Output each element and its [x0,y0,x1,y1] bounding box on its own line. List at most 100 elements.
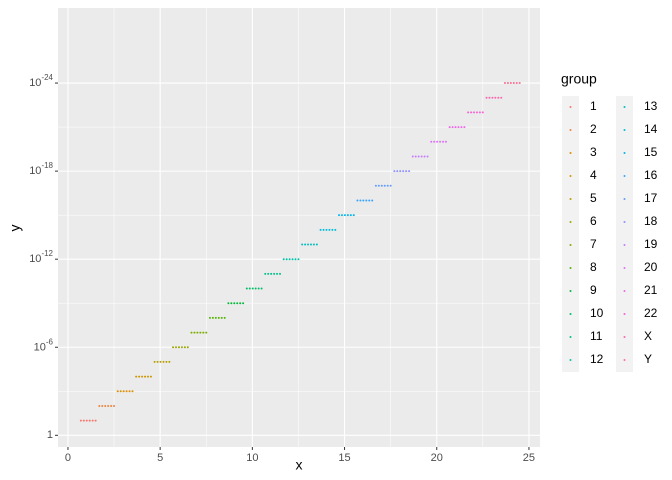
point [82,419,85,422]
legend-key [569,175,572,177]
legend-key [623,313,626,315]
point [125,390,128,393]
point [362,199,365,202]
point [433,140,436,143]
legend-key [623,129,626,131]
point [304,243,307,246]
y-tick-base: 10 [29,165,41,177]
legend-key [623,359,626,361]
point [500,96,503,99]
point [98,404,101,407]
point [319,228,322,231]
point [245,287,248,290]
point [214,316,217,319]
legend-label: 13 [644,99,658,113]
point [485,96,488,99]
point [156,360,159,363]
legend-label: X [644,329,652,343]
point [377,184,380,187]
legend-key [623,267,626,269]
legend-label: 3 [590,145,597,159]
point [472,111,475,114]
legend-key [569,290,572,292]
point [190,331,193,334]
point [159,360,162,363]
point [309,243,312,246]
legend-label: 6 [590,214,597,228]
point [233,302,236,305]
legend-key [623,152,626,154]
point [405,170,408,173]
point [402,170,405,173]
point [285,258,288,261]
point [467,111,470,114]
point [383,184,386,187]
point [426,155,429,158]
legend-title: group [561,71,597,87]
point [202,331,205,334]
point [470,111,473,114]
y-tick-base: 10 [34,341,46,353]
x-tick-label: 15 [338,452,350,464]
y-tick-label: 10-24 [29,73,53,89]
legend-key [569,267,572,269]
point [359,199,362,202]
x-axis-title: x [296,457,303,473]
point [257,287,260,290]
point [297,258,300,261]
legend-label: 5 [590,191,597,205]
point [183,346,186,349]
legend-key [569,106,572,108]
point [264,272,267,275]
point [331,228,334,231]
legend-key [623,221,626,223]
legend-label: 1 [590,99,597,113]
point [417,155,420,158]
point [180,346,183,349]
legend-key [569,152,572,154]
point [146,375,149,378]
legend-label: 19 [644,237,658,251]
point [301,243,304,246]
point [131,390,134,393]
legend-key [569,198,572,200]
point [101,404,104,407]
point [196,331,199,334]
legend-label: 11 [590,329,603,343]
point [393,170,396,173]
point [168,360,171,363]
legend-label: 12 [590,352,604,366]
point [338,214,341,217]
point [515,82,518,85]
point [307,243,310,246]
point [396,170,399,173]
point [270,272,273,275]
point [509,82,512,85]
legend-label: 9 [590,283,597,297]
point [149,375,152,378]
y-tick-exponent: -18 [41,161,53,170]
point [177,346,180,349]
y-tick-label: 10-6 [34,337,54,353]
point [110,404,113,407]
legend-label: 16 [644,168,658,182]
point [165,360,168,363]
legend-key [569,244,572,246]
point [220,316,223,319]
point [420,155,423,158]
y-tick-base: 10 [29,77,41,89]
point [328,228,331,231]
point [208,316,211,319]
point [94,419,97,422]
x-tick-label: 10 [246,452,258,464]
point [463,126,466,129]
point [128,390,131,393]
point [199,331,202,334]
point [322,228,325,231]
point [371,199,374,202]
point [430,140,433,143]
point [230,302,233,305]
legend-label: 7 [590,237,597,251]
point [288,258,291,261]
point [315,243,318,246]
